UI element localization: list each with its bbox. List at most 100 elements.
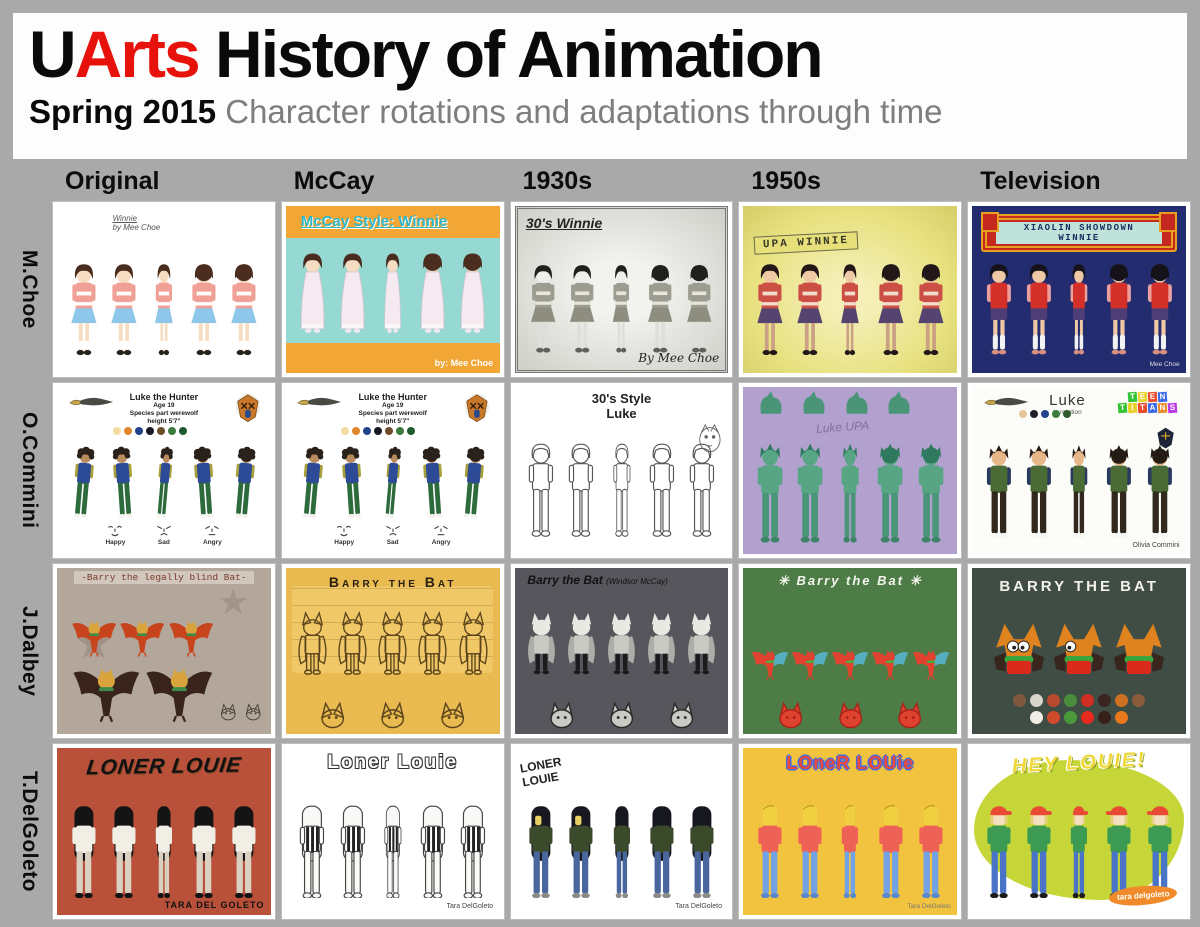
character-figure [384, 253, 401, 333]
character-figure [156, 446, 173, 519]
bat-head-sketch [838, 701, 862, 729]
artwork-canvas-delgoleto-tv: HEY LOUIE! tara delgoleto [972, 748, 1186, 915]
character-figure [1147, 444, 1172, 539]
bat-head-sketch [669, 701, 693, 729]
artist-signature: Tara DelGoleto [907, 903, 951, 910]
expression-item: Happy [333, 522, 355, 550]
expression-item: Sad [153, 522, 175, 550]
artwork-commini-original: Luke the Hunter Age 19 Species part werewo… [53, 382, 275, 558]
logo-letter: T [1117, 402, 1128, 414]
artwork-title-text: Winnie [112, 214, 137, 224]
figure-rotation-row [979, 259, 1180, 356]
character-figure [570, 265, 595, 354]
artwork-title-credit: by Mee Choe [112, 223, 161, 233]
expression-label: Happy [105, 539, 126, 547]
figure-rotation-row [292, 248, 493, 348]
character-figure [757, 264, 783, 356]
artwork-title: LONER LOUIE [85, 753, 243, 780]
character-figure [689, 443, 714, 537]
artwork-canvas-commini-1930s: 30's Style Luke [514, 386, 729, 554]
character-figure [384, 446, 402, 519]
bat-head-sketch [440, 701, 465, 729]
character-figure [191, 264, 217, 356]
character-figure [111, 264, 137, 356]
character-figure [612, 443, 630, 537]
artist-signature: Olivia Commini [1132, 541, 1180, 549]
character-name: Luke the Hunter [129, 391, 199, 402]
palette-swatch [167, 426, 176, 435]
artwork-commini-mccay: Luke the Hunter Age 19 Species part werewo… [281, 382, 504, 558]
palette-swatch [341, 426, 350, 435]
character-figure [569, 443, 594, 537]
artwork-delgoleto-1950s: LOneR LOUie Tara DelGoleto [739, 744, 962, 919]
artwork-title-text2: Luke [606, 405, 637, 421]
figure-rotation-row [292, 610, 493, 681]
character-figure [384, 805, 402, 899]
figure-rotation-row [292, 445, 493, 519]
character-figure [112, 805, 136, 898]
character-figure [1147, 264, 1172, 355]
figure-rotation-row [521, 611, 722, 681]
logo-letter: E [1147, 391, 1158, 403]
expression-label: Sad [157, 539, 170, 547]
bat-head-sketch [549, 701, 574, 729]
artwork-choe-original: Winnie by Mee Choe [53, 202, 275, 377]
palette-swatch [145, 426, 154, 435]
corner-caption: LONER LOUIE [518, 754, 563, 791]
artwork-dalbey-1950s: ✳ Barry the Bat ✳ [739, 563, 962, 739]
artist-signature: Tara DelGoleto [675, 903, 722, 910]
figure-rotation-row [63, 445, 264, 519]
bat-figure [145, 668, 212, 723]
logo-letter: T [1137, 402, 1148, 414]
character-figure [612, 265, 630, 354]
expression-item: Angry [430, 522, 452, 550]
palette-swatch [1047, 711, 1061, 725]
artwork-delgoleto-1930s: LONER LOUIE Tara DelGoleto [510, 744, 733, 919]
character-figure [155, 264, 173, 356]
artwork-title-text: Barry the Bat [527, 572, 603, 587]
character-figure [918, 264, 944, 356]
artist-signature: TARA DEL GOLETO [164, 900, 265, 910]
artwork-canvas-choe-1950s: UPA WINNIE [743, 206, 958, 373]
expression-row: Happy Sad Angry [320, 522, 465, 550]
character-figure [878, 803, 903, 898]
character-figure [463, 446, 485, 519]
expression-face [108, 525, 123, 537]
character-sheet-header: Luke the Hunter Age 19 Species part werewo… [57, 392, 271, 426]
artwork-dalbey-original: -Barry the legally blind Bat- [53, 563, 275, 739]
artwork-canvas-delgoleto-original: LONER LOUIE TARA DEL GOLETO [57, 748, 271, 915]
figure-rotation-row [524, 260, 719, 354]
artwork-commini-1930s: 30's Style Luke [510, 382, 733, 558]
bat-figure [72, 620, 117, 657]
color-palette [1011, 694, 1148, 725]
column-header-television: Television [980, 166, 1101, 195]
character-figure [986, 264, 1011, 355]
character-figure [1070, 444, 1088, 539]
artwork-title: ✳ Barry the Bat ✳ [777, 572, 923, 588]
expression-label: Sad [386, 539, 399, 547]
artwork-canvas-dalbey-tv: BARRY THE BAT [972, 567, 1186, 735]
bat-figure [298, 610, 327, 675]
character-figure [193, 446, 214, 519]
character-figure [234, 446, 256, 519]
grid-corner [12, 166, 46, 196]
bat-figure [688, 612, 716, 675]
hunter-mask-icon [1156, 427, 1175, 454]
logo-letter: N [1157, 402, 1168, 414]
character-figure [341, 446, 362, 519]
bat-figure [567, 612, 595, 675]
expression-face [385, 525, 400, 536]
character-figure [302, 446, 324, 519]
artwork-title: McCay Style: Winnie [300, 212, 448, 230]
knife-icon [296, 395, 343, 414]
character-figure [797, 444, 823, 544]
expression-face [205, 525, 220, 535]
expression-face [337, 525, 352, 537]
palette-swatch [1132, 694, 1146, 708]
artwork-delgoleto-tv: HEY LOUIE! tara delgoleto [968, 744, 1190, 919]
palette-swatch [407, 426, 416, 435]
character-figure [1026, 264, 1051, 355]
artwork-title: 30's Winnie [525, 215, 603, 232]
character-figure [1107, 264, 1132, 355]
